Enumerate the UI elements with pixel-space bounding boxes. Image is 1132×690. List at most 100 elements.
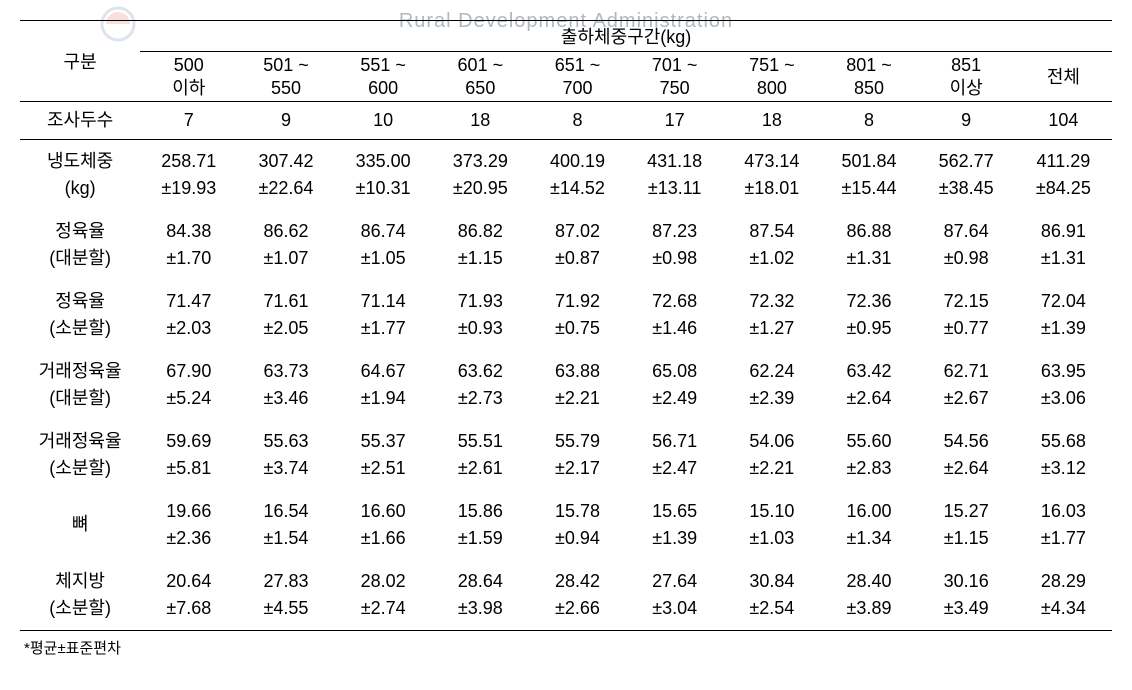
- cell-0-6: 473.14±18.01: [723, 139, 820, 210]
- cell-4-7: 55.60±2.83: [820, 420, 917, 490]
- cell-6-7: 28.40±3.89: [820, 560, 917, 631]
- cell-mean: 28.02: [361, 571, 406, 591]
- cell-mean: 86.88: [846, 221, 891, 241]
- cell-2-4: 71.92±0.75: [529, 280, 626, 350]
- cell-mean: 86.82: [458, 221, 503, 241]
- cell-2-0: 71.47±2.03: [140, 280, 237, 350]
- survey-cell-3: 18: [432, 102, 529, 139]
- cell-sd: ±2.21: [555, 388, 600, 408]
- cell-mean: 72.68: [652, 291, 697, 311]
- cell-5-7: 16.00±1.34: [820, 490, 917, 560]
- range-bottom: 650: [465, 78, 495, 98]
- footnote: *평균±표준편차: [24, 637, 1112, 658]
- cell-sd: ±10.31: [356, 178, 411, 198]
- cell-5-0: 19.66±2.36: [140, 490, 237, 560]
- row-label-top: 정육율: [55, 221, 105, 241]
- cell-sd: ±14.52: [550, 178, 605, 198]
- cell-mean: 30.16: [944, 571, 989, 591]
- range-top: 651 ~: [555, 55, 601, 75]
- cell-mean: 431.18: [647, 151, 702, 171]
- cell-4-5: 56.71±2.47: [626, 420, 723, 490]
- cell-0-8: 562.77±38.45: [918, 139, 1015, 210]
- cell-sd: ±2.39: [749, 388, 794, 408]
- cell-sd: ±3.12: [1041, 458, 1086, 478]
- cell-sd: ±1.54: [264, 528, 309, 548]
- cell-4-9: 55.68 ±3.12: [1015, 420, 1112, 490]
- header-category: 구분: [20, 21, 140, 102]
- cell-6-2: 28.02±2.74: [335, 560, 432, 631]
- range-top: 551 ~: [360, 55, 406, 75]
- cell-6-1: 27.83±4.55: [237, 560, 334, 631]
- cell-sd: ±1.34: [847, 528, 892, 548]
- cell-0-1: 307.42±22.64: [237, 139, 334, 210]
- cell-1-4: 87.02±0.87: [529, 210, 626, 280]
- range-top: 501 ~: [263, 55, 309, 75]
- cell-mean: 55.51: [458, 431, 503, 451]
- cell-mean: 54.56: [944, 431, 989, 451]
- cell-sd: ±1.15: [458, 248, 503, 268]
- survey-cell-5: 17: [626, 102, 723, 139]
- cell-mean: 30.84: [749, 571, 794, 591]
- range-col-1: 501 ~ 550: [237, 52, 334, 102]
- cell-4-6: 54.06±2.21: [723, 420, 820, 490]
- row-label-bottom: (kg): [65, 178, 96, 198]
- cell-mean: 258.71: [161, 151, 216, 171]
- cell-mean: 72.36: [846, 291, 891, 311]
- cell-1-3: 86.82 ±1.15: [432, 210, 529, 280]
- cell-mean: 501.84: [841, 151, 896, 171]
- range-bottom: 850: [854, 78, 884, 98]
- cell-2-2: 71.14±1.77: [335, 280, 432, 350]
- cell-2-6: 72.32±1.27: [723, 280, 820, 350]
- row-label-0: 냉도체중(kg): [20, 139, 140, 210]
- range-top: 851: [951, 55, 981, 75]
- cell-sd: ±0.75: [555, 318, 600, 338]
- cell-mean: 55.60: [846, 431, 891, 451]
- cell-sd: ±3.49: [944, 598, 989, 618]
- cell-sd: ±1.31: [1041, 248, 1086, 268]
- range-col-5: 701 ~750: [626, 52, 723, 102]
- cell-6-0: 20.64±7.68: [140, 560, 237, 631]
- cell-mean: 19.66: [166, 501, 211, 521]
- cell-sd: ±1.27: [749, 318, 794, 338]
- cell-mean: 62.24: [749, 361, 794, 381]
- cell-mean: 71.47: [166, 291, 211, 311]
- cell-sd: ±2.64: [944, 458, 989, 478]
- cell-3-4: 63.88±2.21: [529, 350, 626, 420]
- cell-5-4: 15.78±0.94: [529, 490, 626, 560]
- cell-mean: 16.03: [1041, 501, 1086, 521]
- cell-sd: ±1.39: [652, 528, 697, 548]
- cell-mean: 71.14: [361, 291, 406, 311]
- cell-3-2: 64.67±1.94: [335, 350, 432, 420]
- cell-sd: ±2.51: [361, 458, 406, 478]
- cell-0-3: 373.29±20.95: [432, 139, 529, 210]
- range-bottom: 550: [271, 78, 301, 98]
- cell-sd: ±1.94: [361, 388, 406, 408]
- cell-sd: ±2.49: [652, 388, 697, 408]
- cell-sd: ±38.45: [939, 178, 994, 198]
- cell-sd: ±3.06: [1041, 388, 1086, 408]
- cell-mean: 55.68: [1041, 431, 1086, 451]
- range-col-3: 601 ~650: [432, 52, 529, 102]
- survey-cell-9: 104: [1015, 102, 1112, 139]
- survey-cell-7: 8: [820, 102, 917, 139]
- cell-5-1: 16.54±1.54: [237, 490, 334, 560]
- cell-0-7: 501.84±15.44: [820, 139, 917, 210]
- cell-mean: 87.54: [749, 221, 794, 241]
- cell-mean: 15.86: [458, 501, 503, 521]
- cell-0-0: 258.71±19.93: [140, 139, 237, 210]
- cell-0-2: 335.00±10.31: [335, 139, 432, 210]
- cell-1-8: 87.64±0.98: [918, 210, 1015, 280]
- cell-mean: 86.91: [1041, 221, 1086, 241]
- cell-5-2: 16.60±1.66: [335, 490, 432, 560]
- range-bottom: 이하: [172, 78, 205, 98]
- cell-mean: 63.62: [458, 361, 503, 381]
- range-top: 751 ~: [749, 55, 795, 75]
- cell-4-1: 55.63±3.74: [237, 420, 334, 490]
- range-bottom: 이상: [950, 78, 983, 98]
- cell-mean: 16.60: [361, 501, 406, 521]
- cell-sd: ±3.46: [264, 388, 309, 408]
- row-label-4: 거래정육율(소분할): [20, 420, 140, 490]
- row-label-bottom: (대분할): [49, 248, 111, 268]
- cell-sd: ±2.21: [749, 458, 794, 478]
- cell-mean: 65.08: [652, 361, 697, 381]
